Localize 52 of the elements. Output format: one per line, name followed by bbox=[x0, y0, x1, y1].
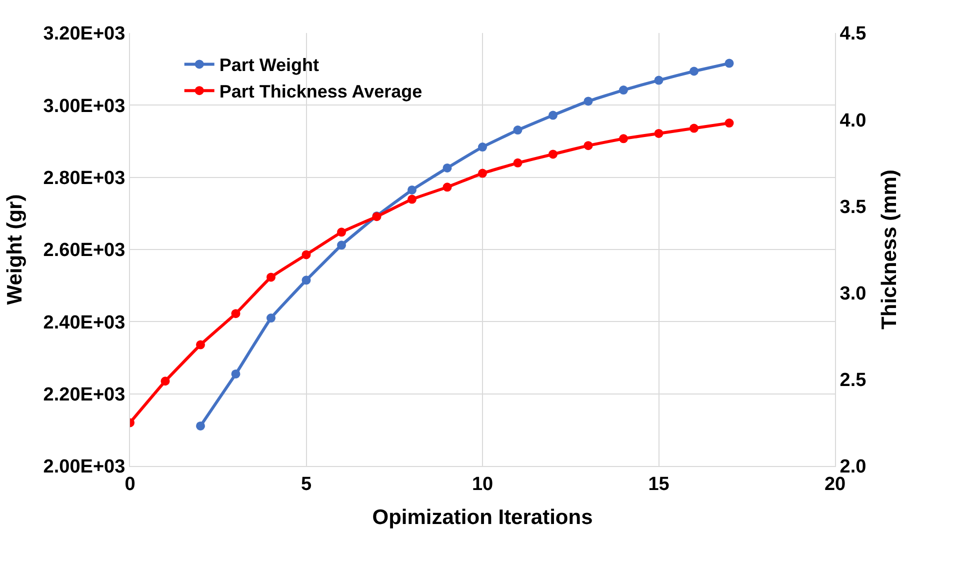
point bbox=[724, 118, 734, 128]
point bbox=[690, 66, 698, 76]
point bbox=[690, 124, 698, 133]
y-tick-label: 3.00E+03 bbox=[43, 96, 126, 117]
y-tick-label: 2.80E+03 bbox=[43, 168, 126, 189]
y-tick-label: 2.60E+03 bbox=[43, 240, 126, 262]
point bbox=[266, 314, 276, 323]
point bbox=[196, 340, 205, 350]
point bbox=[724, 58, 734, 68]
point bbox=[619, 134, 628, 144]
point bbox=[584, 141, 593, 150]
point bbox=[478, 168, 487, 178]
point bbox=[302, 276, 311, 285]
point bbox=[513, 126, 522, 135]
point bbox=[442, 182, 452, 192]
y-tick-label: 2.20E+03 bbox=[43, 384, 126, 406]
y2-tick-label: 4.5 bbox=[840, 24, 867, 45]
y2-tick-label: 3.5 bbox=[840, 196, 867, 218]
legend-label: Part Weight bbox=[219, 55, 320, 76]
point bbox=[442, 163, 452, 172]
point bbox=[408, 185, 416, 194]
y-tick-label: 3.20E+03 bbox=[43, 24, 126, 45]
x-axis-title: Opimization Iterations bbox=[372, 506, 593, 529]
point bbox=[619, 86, 628, 95]
point bbox=[337, 228, 346, 237]
x-tick-label: 15 bbox=[648, 474, 670, 495]
y2-tick-label: 2.5 bbox=[840, 370, 867, 392]
point bbox=[654, 128, 664, 138]
y2-axis-title: Thickness (mm) bbox=[878, 170, 901, 330]
point bbox=[266, 272, 276, 282]
point bbox=[548, 110, 558, 120]
point bbox=[160, 376, 170, 386]
y-axis-title: Weight (gr) bbox=[3, 194, 26, 305]
x-tick-label: 10 bbox=[472, 474, 494, 495]
point bbox=[654, 76, 664, 85]
point bbox=[302, 250, 311, 260]
point bbox=[478, 142, 487, 152]
y2-tick-label: 4.0 bbox=[840, 110, 866, 132]
point bbox=[584, 96, 593, 106]
point bbox=[231, 369, 240, 378]
point bbox=[408, 194, 416, 204]
point bbox=[231, 309, 240, 318]
legend-label: Part Thickness Average bbox=[219, 82, 422, 102]
point bbox=[337, 240, 346, 250]
y2-tick-label: 3.0 bbox=[840, 283, 866, 304]
point bbox=[196, 421, 205, 430]
x-tick-label: 5 bbox=[300, 474, 312, 495]
y-tick-label: 2.00E+03 bbox=[43, 456, 126, 478]
x-tick-label: 0 bbox=[124, 474, 136, 495]
point bbox=[513, 158, 522, 168]
point bbox=[548, 150, 558, 159]
y-tick-label: 2.40E+03 bbox=[43, 312, 126, 334]
